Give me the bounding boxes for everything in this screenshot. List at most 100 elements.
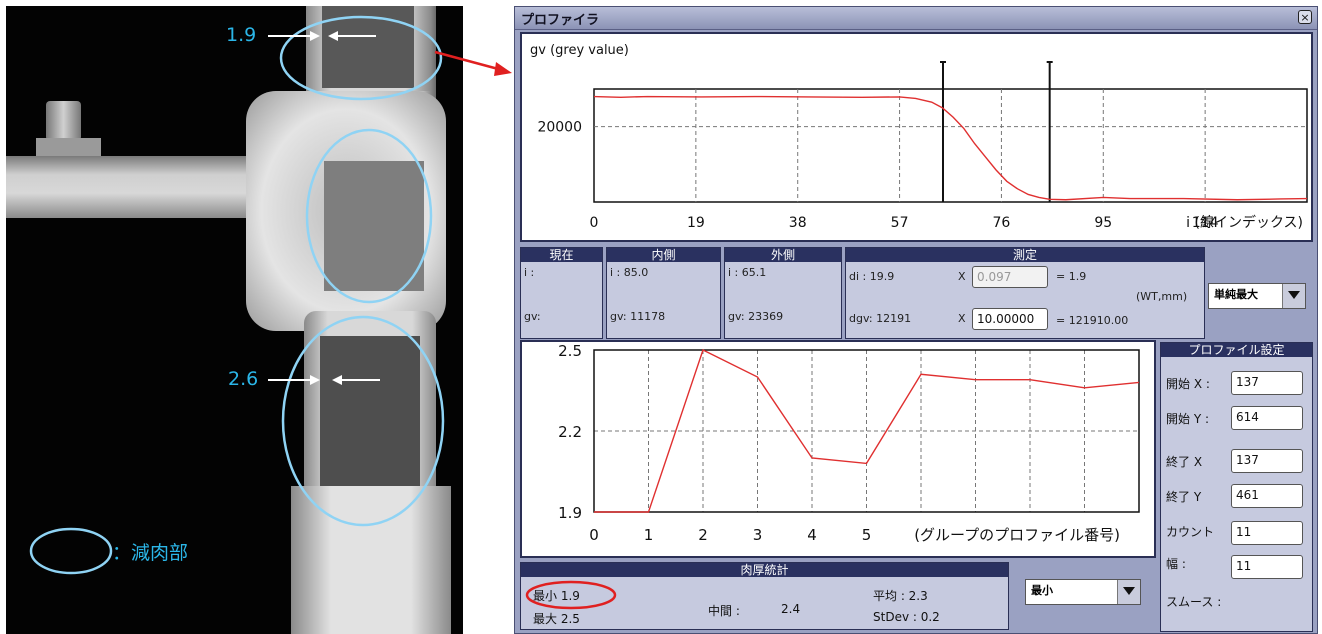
chevron-down-icon[interactable] <box>1117 580 1140 604</box>
x-tick-label: 95 <box>1094 215 1112 231</box>
bottom-flange <box>291 486 451 634</box>
x-tick-label: 76 <box>993 215 1011 231</box>
grey-value-line <box>593 95 1308 201</box>
median-value: 2.4 <box>781 602 801 616</box>
y-tick-label: 20000 <box>537 120 582 136</box>
count-label: カウント <box>1166 525 1215 539</box>
gv-result: = 121910.00 <box>1056 314 1129 327</box>
x-tick-label: 19 <box>687 215 705 231</box>
stats-header: 肉厚統計 <box>521 563 1008 577</box>
y-tick-label: 2.2 <box>558 423 582 441</box>
current-gv: gv: <box>524 310 541 323</box>
x-tick-label: 2 <box>698 526 708 544</box>
plot-frame <box>593 349 1140 513</box>
lower-thin-region <box>320 336 420 486</box>
x-tick-label: 3 <box>753 526 763 544</box>
thickness-chart: 1.9 2.2 2.5 0 1 2 3 4 5 (グループのプロファイル番号) <box>558 342 1140 544</box>
end-y-label: 終了 Y <box>1166 490 1202 504</box>
dgv-value: dgv: 12191 <box>849 312 912 325</box>
thickness-stats-panel: 肉厚統計 最小 1.9 最大 2.5 中間 : 2.4 平均 : 2.3 StD… <box>520 562 1009 630</box>
profile-settings-panel: プロファイル設定 開始 X : 137 開始 Y : 614 終了 X 137 … <box>1160 342 1313 632</box>
measure-panel: 測定 di : 19.9 X 0.097 = 1.9 (WT,mm) dgv: … <box>845 247 1205 339</box>
max-value: 最大 2.5 <box>533 612 580 626</box>
start-x-field[interactable]: 137 <box>1231 371 1303 395</box>
min-value: 最小 1.9 <box>533 589 580 603</box>
close-button[interactable]: × <box>1298 10 1312 24</box>
median-label: 中間 : <box>708 604 740 618</box>
end-y-field[interactable]: 461 <box>1231 484 1303 508</box>
stat-select[interactable]: 最小 <box>1025 579 1141 605</box>
start-x-label: 開始 X : <box>1166 377 1210 391</box>
x-tick-label: 5 <box>862 526 872 544</box>
stat-select-value: 最小 <box>1031 584 1053 597</box>
current-i: i : <box>524 266 535 279</box>
mode-select[interactable]: 単純最大 <box>1208 283 1306 309</box>
width-label: 幅 : <box>1166 557 1186 571</box>
bottom-thinning-ellipse <box>281 315 445 527</box>
plot-frame <box>593 88 1308 203</box>
mode-select-value: 単純最大 <box>1214 288 1258 301</box>
y-axis-label: gv (grey value) <box>530 43 629 58</box>
top-arrowhead-left <box>328 31 338 41</box>
xray-annotations <box>29 15 445 575</box>
x-axis-label: i (線インデックス) <box>1186 214 1303 231</box>
min-highlight-ellipse <box>525 580 617 610</box>
x-tick-label: 4 <box>807 526 817 544</box>
legend-label: ：減肉部 <box>112 542 189 564</box>
x-tick-label: 38 <box>789 215 807 231</box>
profiler-window: プロファイラ × 0 19 38 57 76 95 114 20000 gv (grey val… <box>514 6 1318 634</box>
measure-header: 測定 <box>846 248 1204 262</box>
top-thinning-ellipse <box>279 15 443 101</box>
grey-value-profile-panel: 0 19 38 57 76 95 114 20000 gv (grey value) i (線イン… <box>520 32 1313 242</box>
top-thickness-label: 1.9 <box>226 24 257 46</box>
x-tick-label: 1 <box>644 526 654 544</box>
inner-i: i : 85.0 <box>610 266 649 279</box>
inner-header: 内側 <box>607 248 720 262</box>
bottom-arrowhead-left <box>332 375 342 385</box>
y-tick-label: 1.9 <box>558 504 582 522</box>
width-field[interactable]: 11 <box>1231 555 1303 579</box>
start-y-label: 開始 Y : <box>1166 412 1210 426</box>
mean-value: 平均 : 2.3 <box>873 589 928 603</box>
x-tick-label: 0 <box>589 526 599 544</box>
thickness-profile-panel: 1.9 2.2 2.5 0 1 2 3 4 5 (グループのプロファイル番号) <box>520 340 1156 558</box>
current-panel: 現在 i : gv: <box>520 247 603 339</box>
top-arrowhead-right <box>310 31 320 41</box>
middle-thinning-ellipse <box>305 128 433 304</box>
inner-panel: 内側 i : 85.0 gv: 11178 <box>606 247 721 339</box>
bottom-arrowhead-right <box>310 375 320 385</box>
wall-thickness-result: = 1.9 <box>1056 270 1087 283</box>
count-field[interactable]: 11 <box>1231 521 1303 545</box>
smooth-label: スムース : <box>1166 595 1222 609</box>
x-label-1: X <box>958 270 966 283</box>
grey-value-chart: 0 19 38 57 76 95 114 20000 gv (grey value) i (線イン… <box>530 43 1308 231</box>
x-tick-label: 114 <box>1192 215 1219 231</box>
title-bar: プロファイラ × <box>515 7 1317 30</box>
outer-gv: gv: 23369 <box>728 310 784 323</box>
outer-panel: 外側 i : 65.1 gv: 23369 <box>724 247 842 339</box>
gv-factor-field[interactable]: 10.00000 <box>972 308 1048 330</box>
connector-arrow <box>434 50 512 76</box>
chevron-down-icon[interactable] <box>1282 284 1305 308</box>
window-title: プロファイラ <box>521 13 600 28</box>
di-value: di : 19.9 <box>849 270 895 283</box>
stdev-value: StDev : 0.2 <box>873 610 940 624</box>
left-fitting-base <box>36 138 101 156</box>
inner-gv: gv: 11178 <box>610 310 666 323</box>
x-tick-label: 57 <box>891 215 909 231</box>
x-axis-label: (グループのプロファイル番号) <box>914 526 1120 544</box>
current-header: 現在 <box>521 248 602 262</box>
end-x-field[interactable]: 137 <box>1231 449 1303 473</box>
left-fitting <box>46 101 81 141</box>
unit-label: (WT,mm) <box>1136 290 1188 303</box>
x-label-2: X <box>958 312 966 325</box>
wall-factor-field[interactable]: 0.097 <box>972 266 1048 288</box>
xray-image: 1.9 2.6 ：減肉部 <box>6 6 463 634</box>
bottom-thickness-label: 2.6 <box>228 368 259 390</box>
start-y-field[interactable]: 614 <box>1231 406 1303 430</box>
outer-header: 外側 <box>725 248 841 262</box>
outer-i: i : 65.1 <box>728 266 767 279</box>
middle-thin-region <box>324 161 424 291</box>
y-tick-label: 2.5 <box>558 342 582 360</box>
thickness-line <box>594 349 1140 513</box>
